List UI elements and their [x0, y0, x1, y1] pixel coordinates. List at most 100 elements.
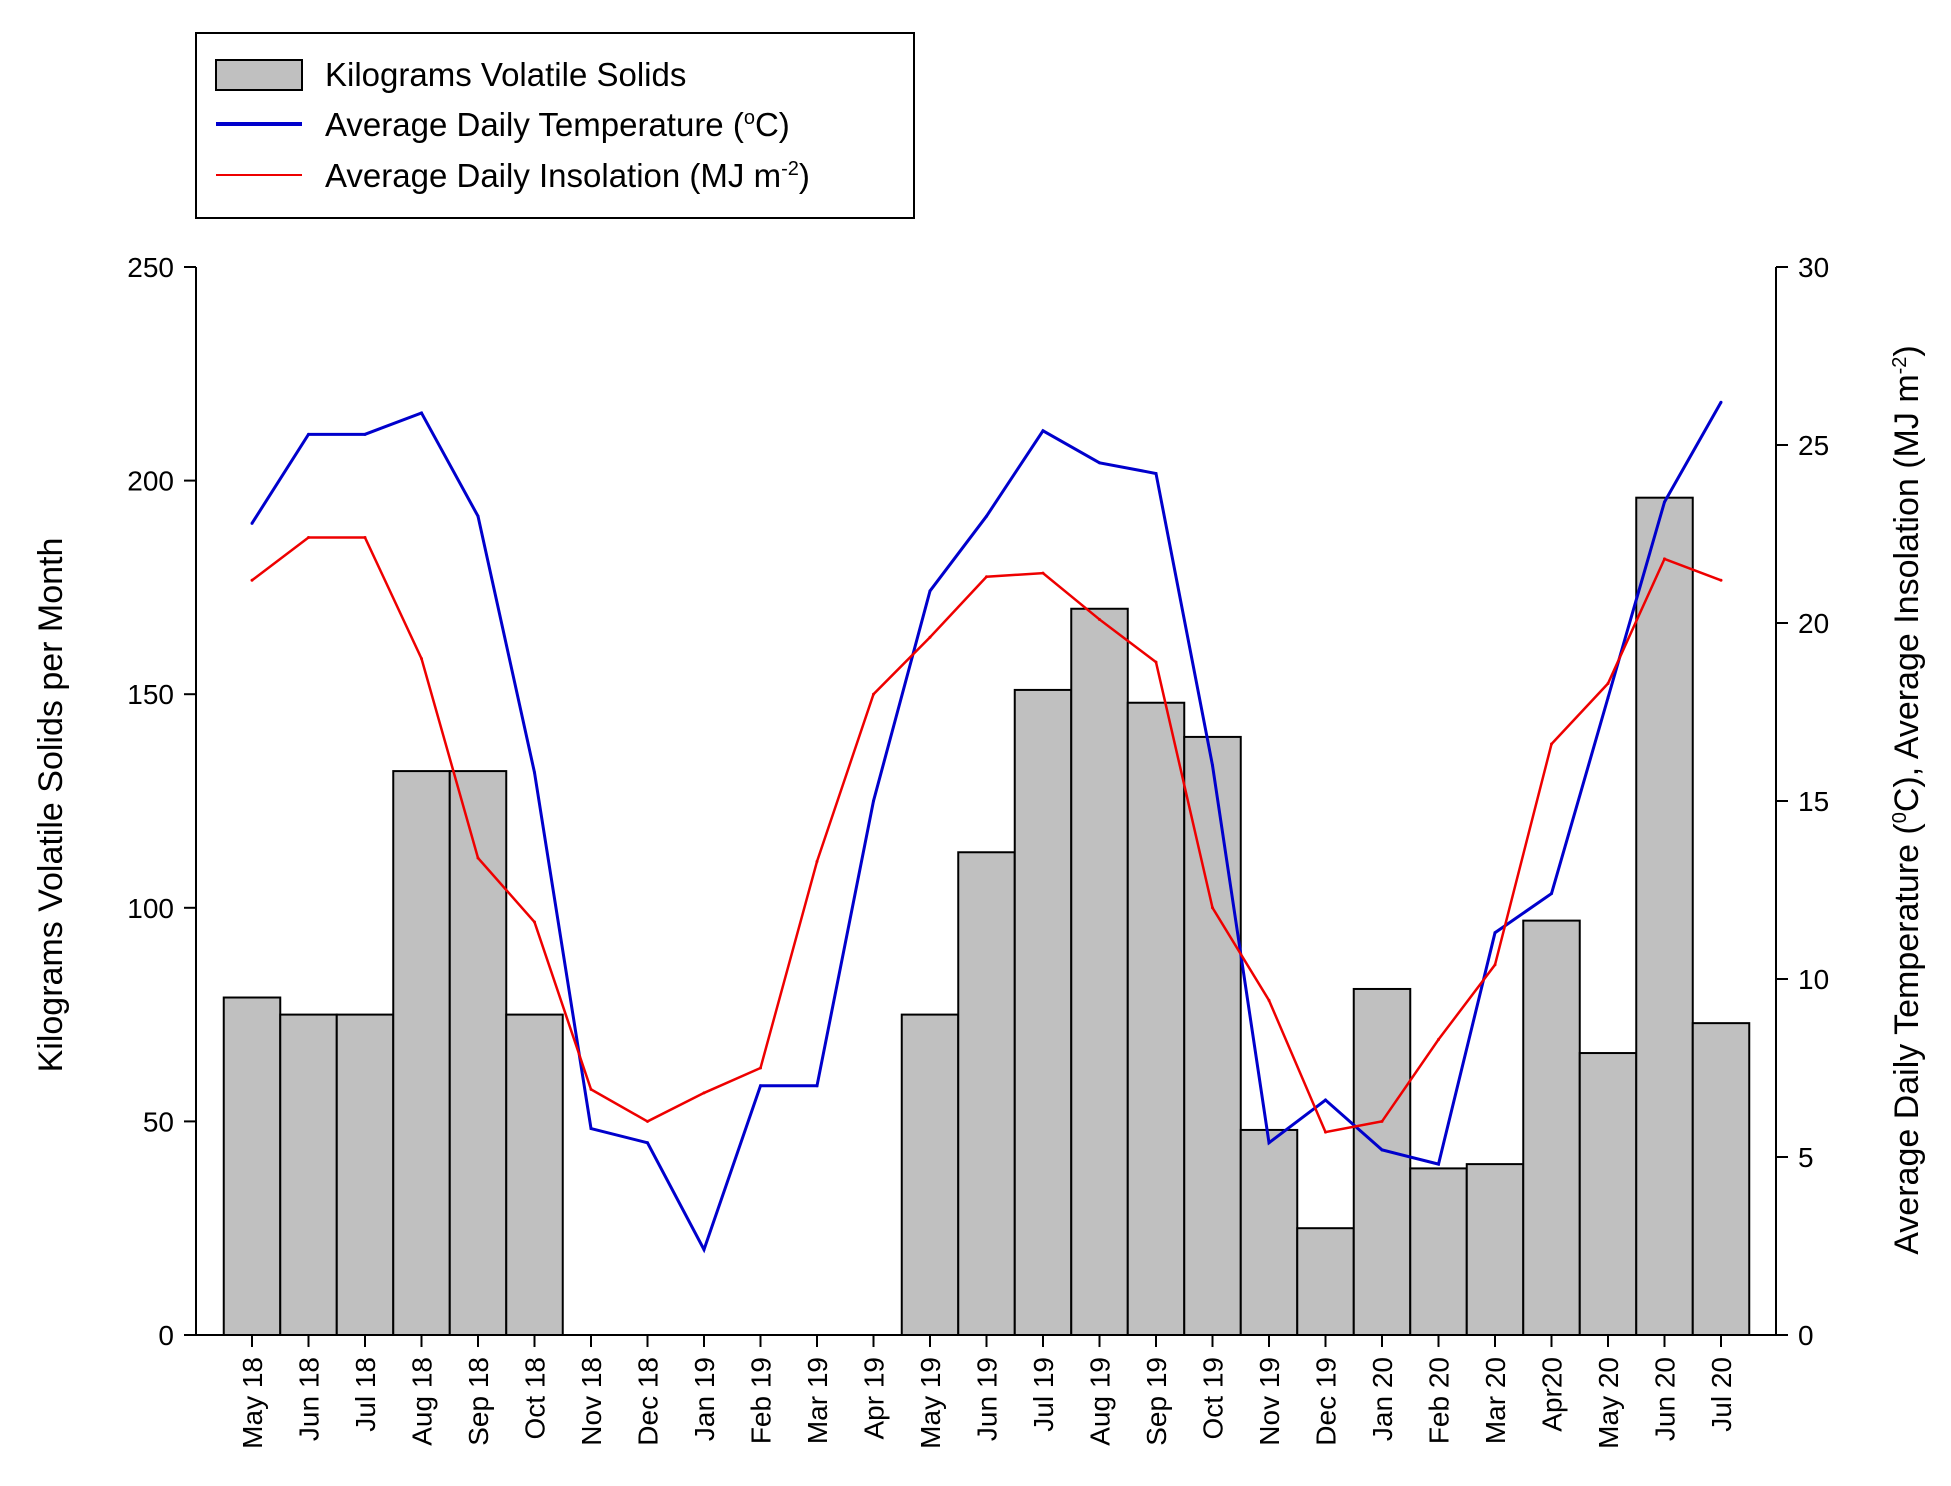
point-average-daily-insolationjan-19: [702, 1091, 706, 1095]
y-tick-label-right: 20: [1798, 608, 1829, 639]
point-average-daily-insolationoct-18: [533, 920, 536, 924]
x-tick-label-aug-18: Aug 18: [407, 1357, 438, 1446]
point-average-daily-temperaturemay-18: [250, 521, 254, 525]
point-average-daily-temperaturesep-18: [476, 514, 480, 518]
point-average-daily-temperaturenov-19: [1267, 1141, 1271, 1145]
point-average-daily-insolationapr20: [1550, 742, 1553, 746]
x-tick-label-jun-20: Jun 20: [1650, 1357, 1681, 1441]
point-average-daily-insolationdec-19: [1324, 1130, 1327, 1134]
x-tick-label-mar-20: Mar 20: [1480, 1357, 1511, 1444]
legend-bar-label: Kilograms Volatile Solids: [325, 56, 686, 93]
y-tick-label-left: 100: [127, 893, 174, 924]
bar-jun-20: [1635, 496, 1694, 1336]
y-tick-label-right: 5: [1798, 1142, 1814, 1173]
x-tick-label-dec-19: Dec 19: [1311, 1357, 1342, 1446]
x-tick-label-jul-19: Jul 19: [1028, 1357, 1059, 1432]
point-average-daily-temperaturemar-19: [815, 1084, 819, 1088]
y-axis-title-left: Kilograms Volatile Solids per Month: [32, 538, 70, 1073]
point-average-daily-insolationjun-19: [985, 575, 988, 579]
point-average-daily-insolationsep-18: [476, 856, 480, 860]
point-average-daily-temperaturefeb-20: [1437, 1162, 1440, 1166]
bar-aug-18: [392, 770, 451, 1336]
x-tick-label-apr20: Apr20: [1537, 1357, 1568, 1432]
bar-nov-19: [1239, 1128, 1299, 1336]
bar-jun-18: [279, 1013, 338, 1336]
bar-jul-18: [335, 1013, 395, 1336]
bar-feb-20: [1409, 1167, 1468, 1336]
point-average-daily-insolationjul-20: [1719, 578, 1723, 582]
point-average-daily-temperaturejun-18: [307, 432, 310, 436]
y-tick-label-right: 25: [1798, 430, 1829, 461]
bar-oct-19: [1183, 735, 1242, 1336]
point-average-daily-temperaturedec-19: [1324, 1098, 1327, 1102]
point-average-daily-temperaturesep-19: [1154, 471, 1158, 475]
legend-insol-label: Average Daily Insolation (MJ m-2): [325, 157, 810, 194]
point-average-daily-insolationjun-18: [307, 536, 310, 540]
x-tick-label-jan-19: Jan 19: [689, 1357, 720, 1441]
bar-aug-19: [1070, 607, 1129, 1336]
point-average-daily-insolationmar-20: [1493, 963, 1497, 967]
point-average-daily-temperaturejun-20: [1663, 500, 1666, 504]
x-tick-label-jul-18: Jul 18: [350, 1357, 381, 1432]
point-average-daily-insolationmay-19: [928, 635, 932, 639]
point-average-daily-insolationoct-19: [1211, 906, 1214, 910]
bar-may-18: [222, 996, 282, 1337]
point-average-daily-insolationjul-19: [1041, 571, 1045, 575]
point-average-daily-insolationaug-18: [420, 657, 423, 661]
legend-bar-swatch: [215, 59, 303, 91]
x-tick-label-oct-19: Oct 19: [1198, 1357, 1229, 1439]
point-average-daily-temperaturefeb-19: [759, 1084, 762, 1088]
y-tick-label-right: 15: [1798, 786, 1829, 817]
point-average-daily-temperaturejun-19: [985, 514, 988, 518]
bar-may-19: [900, 1013, 960, 1336]
point-average-daily-insolationaug-19: [1098, 617, 1101, 621]
point-average-daily-insolationjul-18: [363, 536, 367, 540]
y-tick-label-right: 30: [1798, 252, 1829, 283]
point-average-daily-temperaturejan-20: [1380, 1148, 1384, 1152]
point-average-daily-insolationfeb-20: [1437, 1038, 1440, 1042]
x-tick-label-nov-19: Nov 19: [1254, 1357, 1285, 1446]
bar-apr20: [1522, 919, 1581, 1337]
bar-dec-19: [1296, 1227, 1355, 1336]
point-average-daily-temperatureapr20: [1550, 892, 1553, 896]
y-axis-title-right: Average Daily Temperature (0C), Average …: [1888, 345, 1926, 1255]
y-tick-label-left: 250: [127, 252, 174, 283]
bar-sep-18: [448, 770, 508, 1336]
point-average-daily-insolationnov-19: [1267, 998, 1271, 1002]
point-average-daily-insolationmay-20: [1606, 682, 1610, 686]
y-axis-title-right-a-sup: 0: [1889, 812, 1911, 823]
y-tick-label-left: 200: [127, 466, 174, 497]
x-tick-label-nov-18: Nov 18: [576, 1357, 607, 1446]
point-average-daily-insolationmar-19: [815, 860, 819, 864]
axes: 0 50 100 150 200 250 0 5 10 15 20 25 30 May 18 Jun 18 J…: [127, 252, 1829, 1449]
y-tick-label-left: 0: [158, 1320, 174, 1351]
x-tick-label-may-18: May 18: [237, 1357, 268, 1449]
bar-sep-19: [1126, 701, 1186, 1336]
bar-series: [222, 496, 1751, 1337]
x-tick-label-oct-18: Oct 18: [520, 1357, 551, 1439]
bar-jan-20: [1352, 987, 1412, 1337]
point-average-daily-temperaturedec-18: [646, 1141, 649, 1145]
legend-temp-text: Average Daily Temperature (: [325, 106, 744, 143]
point-average-daily-temperatureaug-19: [1098, 461, 1101, 465]
point-average-daily-insolationfeb-19: [759, 1066, 762, 1070]
point-average-daily-temperatureoct-19: [1211, 763, 1214, 767]
point-average-daily-temperatureapr-19: [872, 799, 875, 803]
point-average-daily-insolationmay-18: [250, 578, 254, 582]
point-average-daily-temperaturemar-20: [1493, 931, 1497, 935]
x-tick-label-may-19: May 19: [915, 1357, 946, 1449]
x-tick-label-jun-19: Jun 19: [972, 1357, 1003, 1441]
y-tick-label-left: 150: [127, 679, 174, 710]
x-tick-label-jan-20: Jan 20: [1367, 1357, 1398, 1441]
x-tick-label-sep-18: Sep 18: [463, 1357, 494, 1446]
point-average-daily-insolationjan-20: [1380, 1119, 1384, 1123]
x-tick-label-feb-19: Feb 19: [746, 1357, 777, 1444]
y-tick-label-right: 0: [1798, 1320, 1814, 1351]
bar-jul-19: [1013, 688, 1073, 1336]
x-tick-label-sep-19: Sep 19: [1141, 1357, 1172, 1446]
y-axis-title-right-b-sup: -2: [1889, 357, 1911, 375]
point-average-daily-insolationdec-18: [646, 1119, 649, 1123]
point-average-daily-temperaturejul-18: [363, 432, 367, 436]
